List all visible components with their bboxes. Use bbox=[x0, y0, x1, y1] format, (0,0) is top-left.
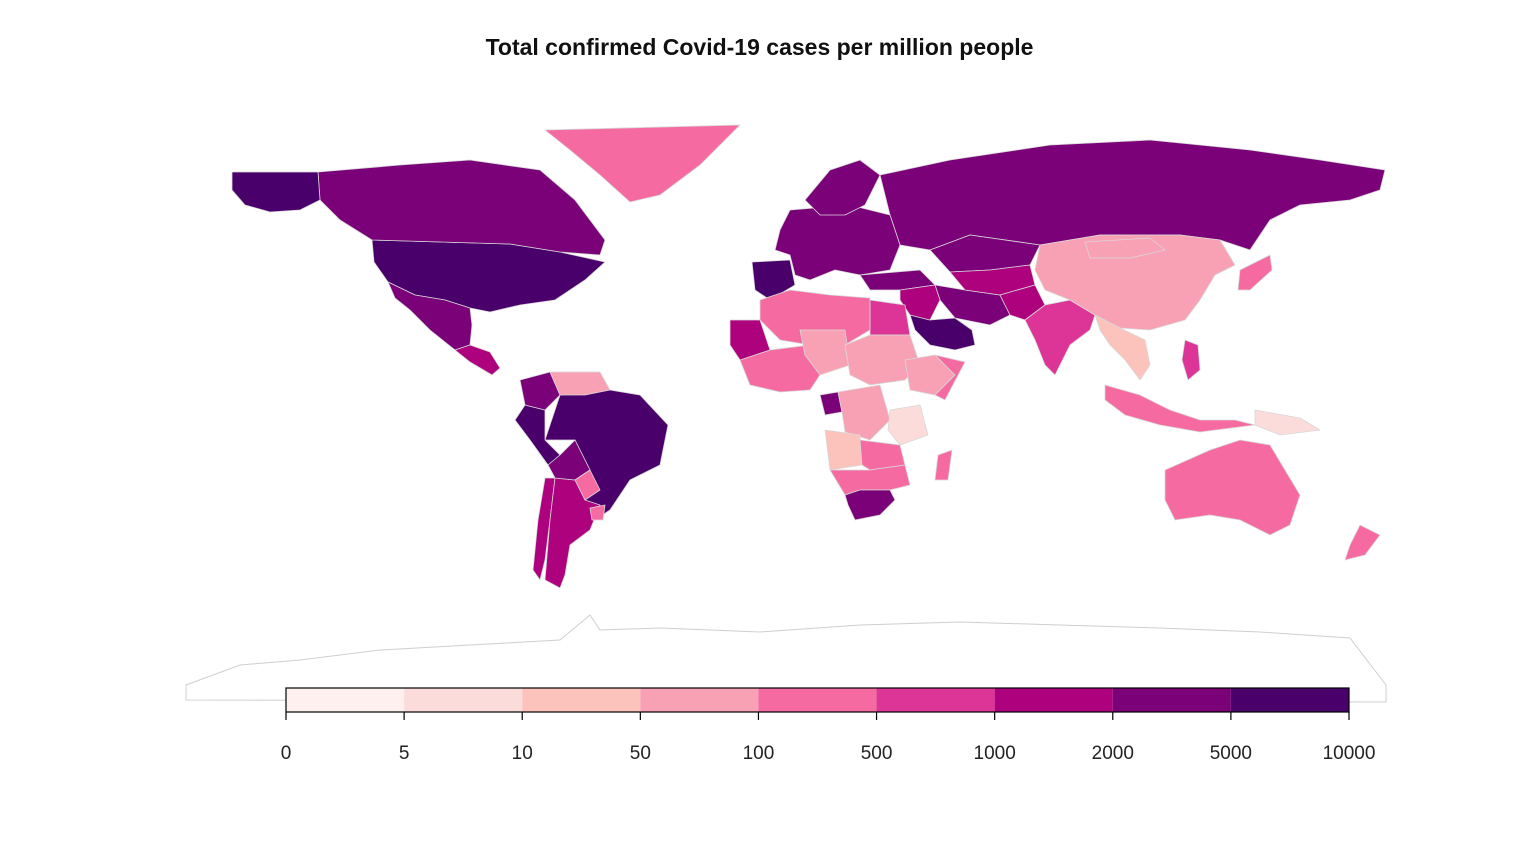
region-saudi-arabia bbox=[909, 314, 976, 351]
legend-swatch bbox=[994, 688, 1113, 712]
region-middle-east bbox=[899, 284, 941, 321]
legend-tick-label: 0 bbox=[281, 743, 292, 764]
region-india bbox=[1024, 299, 1096, 376]
legend-tick-label: 10000 bbox=[1323, 743, 1376, 764]
region-sahel bbox=[799, 329, 851, 376]
legend-tick-label: 10 bbox=[512, 743, 533, 764]
legend-tick-label: 5000 bbox=[1210, 743, 1252, 764]
region-mauritania bbox=[729, 319, 771, 361]
legend-swatch bbox=[1230, 688, 1349, 712]
legend-swatch bbox=[286, 688, 405, 712]
legend-swatch bbox=[876, 688, 995, 712]
color-legend: 0 5 10 50 100 500 1000 2000 5000 10000 bbox=[281, 687, 1376, 764]
region-southeast-asia bbox=[1094, 314, 1151, 381]
region-somalia bbox=[934, 354, 966, 401]
legend-swatch bbox=[640, 688, 759, 712]
region-china bbox=[1034, 234, 1236, 331]
legend-swatch bbox=[522, 688, 641, 712]
legend-tick-label: 5 bbox=[399, 743, 410, 764]
region-russia bbox=[879, 139, 1386, 251]
legend-tick-label: 50 bbox=[630, 743, 651, 764]
region-madagascar bbox=[934, 449, 953, 481]
region-zambia bbox=[859, 439, 906, 471]
antarctica-outline bbox=[185, 614, 1387, 703]
region-egypt bbox=[869, 299, 911, 336]
region-uruguay bbox=[589, 504, 606, 521]
region-south-africa bbox=[844, 489, 896, 521]
region-dr-congo bbox=[837, 384, 891, 441]
map-title: Total confirmed Covid-19 cases per milli… bbox=[485, 34, 1034, 60]
region-europe bbox=[774, 204, 901, 281]
region-philippines bbox=[1181, 339, 1201, 381]
region-tanzania bbox=[887, 404, 929, 446]
region-central-america bbox=[454, 344, 501, 376]
legend-swatch bbox=[758, 688, 877, 712]
legend-tick-label: 2000 bbox=[1092, 743, 1134, 764]
region-mongolia bbox=[1084, 237, 1166, 259]
region-alaska bbox=[231, 171, 321, 213]
region-canada bbox=[317, 159, 606, 256]
region-angola bbox=[824, 429, 863, 471]
region-paraguay bbox=[574, 469, 601, 501]
legend-swatch bbox=[1112, 688, 1231, 712]
region-new-zealand bbox=[1344, 524, 1381, 561]
region-west-africa bbox=[739, 344, 821, 393]
region-indonesia bbox=[1104, 384, 1256, 433]
legend-tick-label: 1000 bbox=[974, 743, 1016, 764]
legend-tick-label: 500 bbox=[861, 743, 893, 764]
legend-swatch bbox=[404, 688, 523, 712]
region-greenland bbox=[544, 124, 741, 203]
legend-border bbox=[285, 687, 1350, 713]
region-scandinavia bbox=[804, 159, 881, 216]
countries-layer bbox=[185, 124, 1387, 703]
legend-tick-label: 100 bbox=[743, 743, 775, 764]
region-papua-new-guinea bbox=[1254, 409, 1321, 436]
region-venezuela bbox=[549, 371, 611, 396]
region-australia bbox=[1164, 439, 1301, 536]
region-colombia bbox=[519, 371, 561, 411]
region-japan bbox=[1237, 254, 1273, 291]
